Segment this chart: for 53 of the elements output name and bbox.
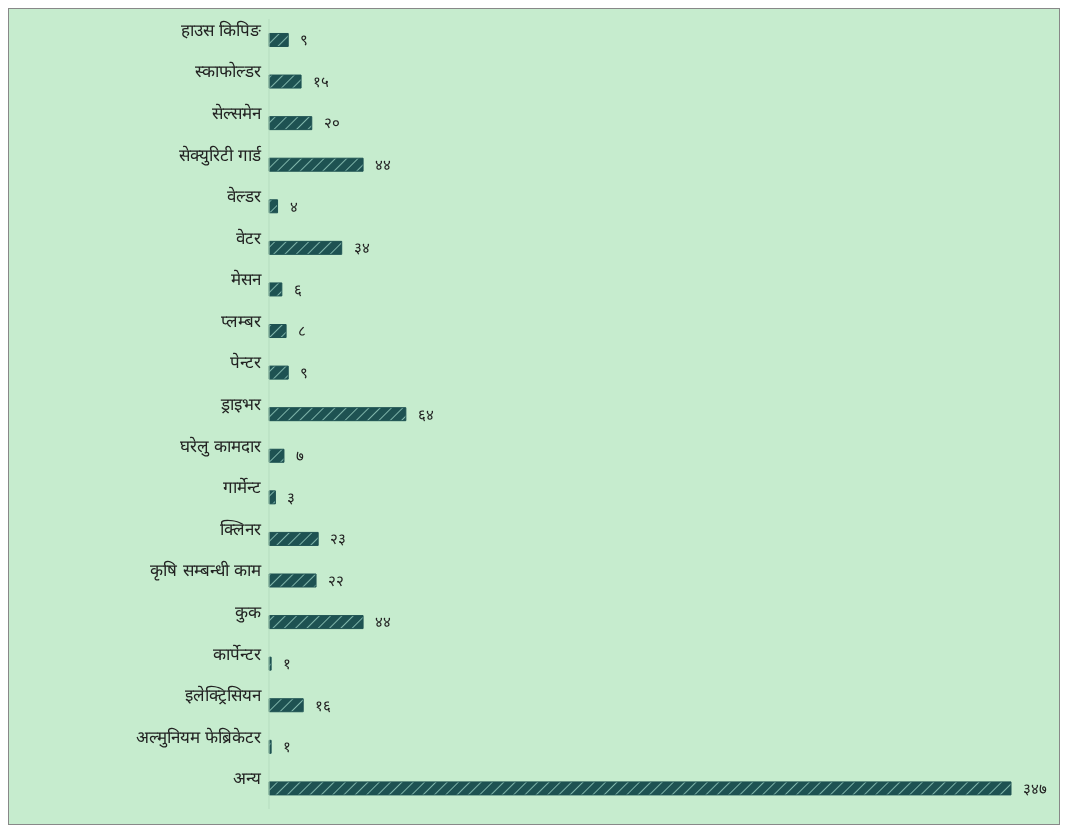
y-tick-label: क्लिनर xyxy=(220,518,262,539)
y-tick-label: कृषि सम्बन्धी काम xyxy=(150,560,262,582)
y-tick-label: वेटर xyxy=(236,227,262,248)
data-label: १ xyxy=(283,738,292,757)
bar xyxy=(268,240,343,255)
bar xyxy=(268,407,407,422)
data-label: ७ xyxy=(295,447,304,466)
data-label: १५ xyxy=(313,72,330,91)
y-tick-label: कार्पेन्टर xyxy=(213,643,262,664)
bar xyxy=(268,116,313,131)
y-tick-label: अन्य xyxy=(233,768,262,789)
bar xyxy=(268,32,289,47)
data-label: ३ xyxy=(287,488,296,507)
y-tick-label: घरेलु कामदार xyxy=(179,435,262,457)
y-tick-label: पेन्टर xyxy=(230,352,262,373)
bar xyxy=(268,157,364,172)
y-tick-label: कुक xyxy=(235,601,262,623)
bar xyxy=(268,531,319,546)
data-label: ६ xyxy=(293,280,302,299)
bar xyxy=(268,365,289,380)
data-label: ९ xyxy=(300,31,309,50)
data-label: ४४ xyxy=(375,613,392,632)
data-label: ८ xyxy=(298,322,307,341)
y-tick-label: ड्राइभर xyxy=(220,394,262,415)
bar xyxy=(268,448,285,463)
y-tick-label: वेल्डर xyxy=(227,186,262,207)
data-label: १६ xyxy=(315,696,332,715)
bar xyxy=(268,615,364,630)
data-label: २२ xyxy=(328,571,345,590)
y-tick-label: मेसन xyxy=(231,269,262,290)
data-label: ३४७ xyxy=(1023,779,1047,798)
data-label: ४४ xyxy=(375,156,392,175)
data-label: ४ xyxy=(289,197,298,216)
data-label: २० xyxy=(323,114,340,133)
y-tick-label: सेल्समेन xyxy=(212,102,262,123)
bar xyxy=(268,282,283,297)
y-tick-label: इलेक्ट्रिसियन xyxy=(185,685,262,706)
y-tick-label: सेक्युरिटी गार्ड xyxy=(178,144,262,166)
data-label: ९ xyxy=(300,363,309,382)
data-label: ६४ xyxy=(417,405,434,424)
bar xyxy=(268,573,317,588)
y-tick-label: स्काफोल्डर xyxy=(195,61,262,82)
y-tick-label: गार्मेन्ट xyxy=(223,477,261,498)
data-label: २३ xyxy=(330,530,347,549)
y-tick-label: हाउस किपिङ xyxy=(180,19,262,40)
bar xyxy=(268,74,302,89)
bar xyxy=(268,781,1012,796)
data-label: १ xyxy=(283,654,292,673)
y-tick-label: अल्मुनियम फेब्रिकेटर xyxy=(135,726,262,748)
data-label: ३४ xyxy=(353,239,370,258)
y-tick-label: प्लम्बर xyxy=(221,310,262,331)
bar xyxy=(268,698,304,713)
bar xyxy=(268,324,287,339)
